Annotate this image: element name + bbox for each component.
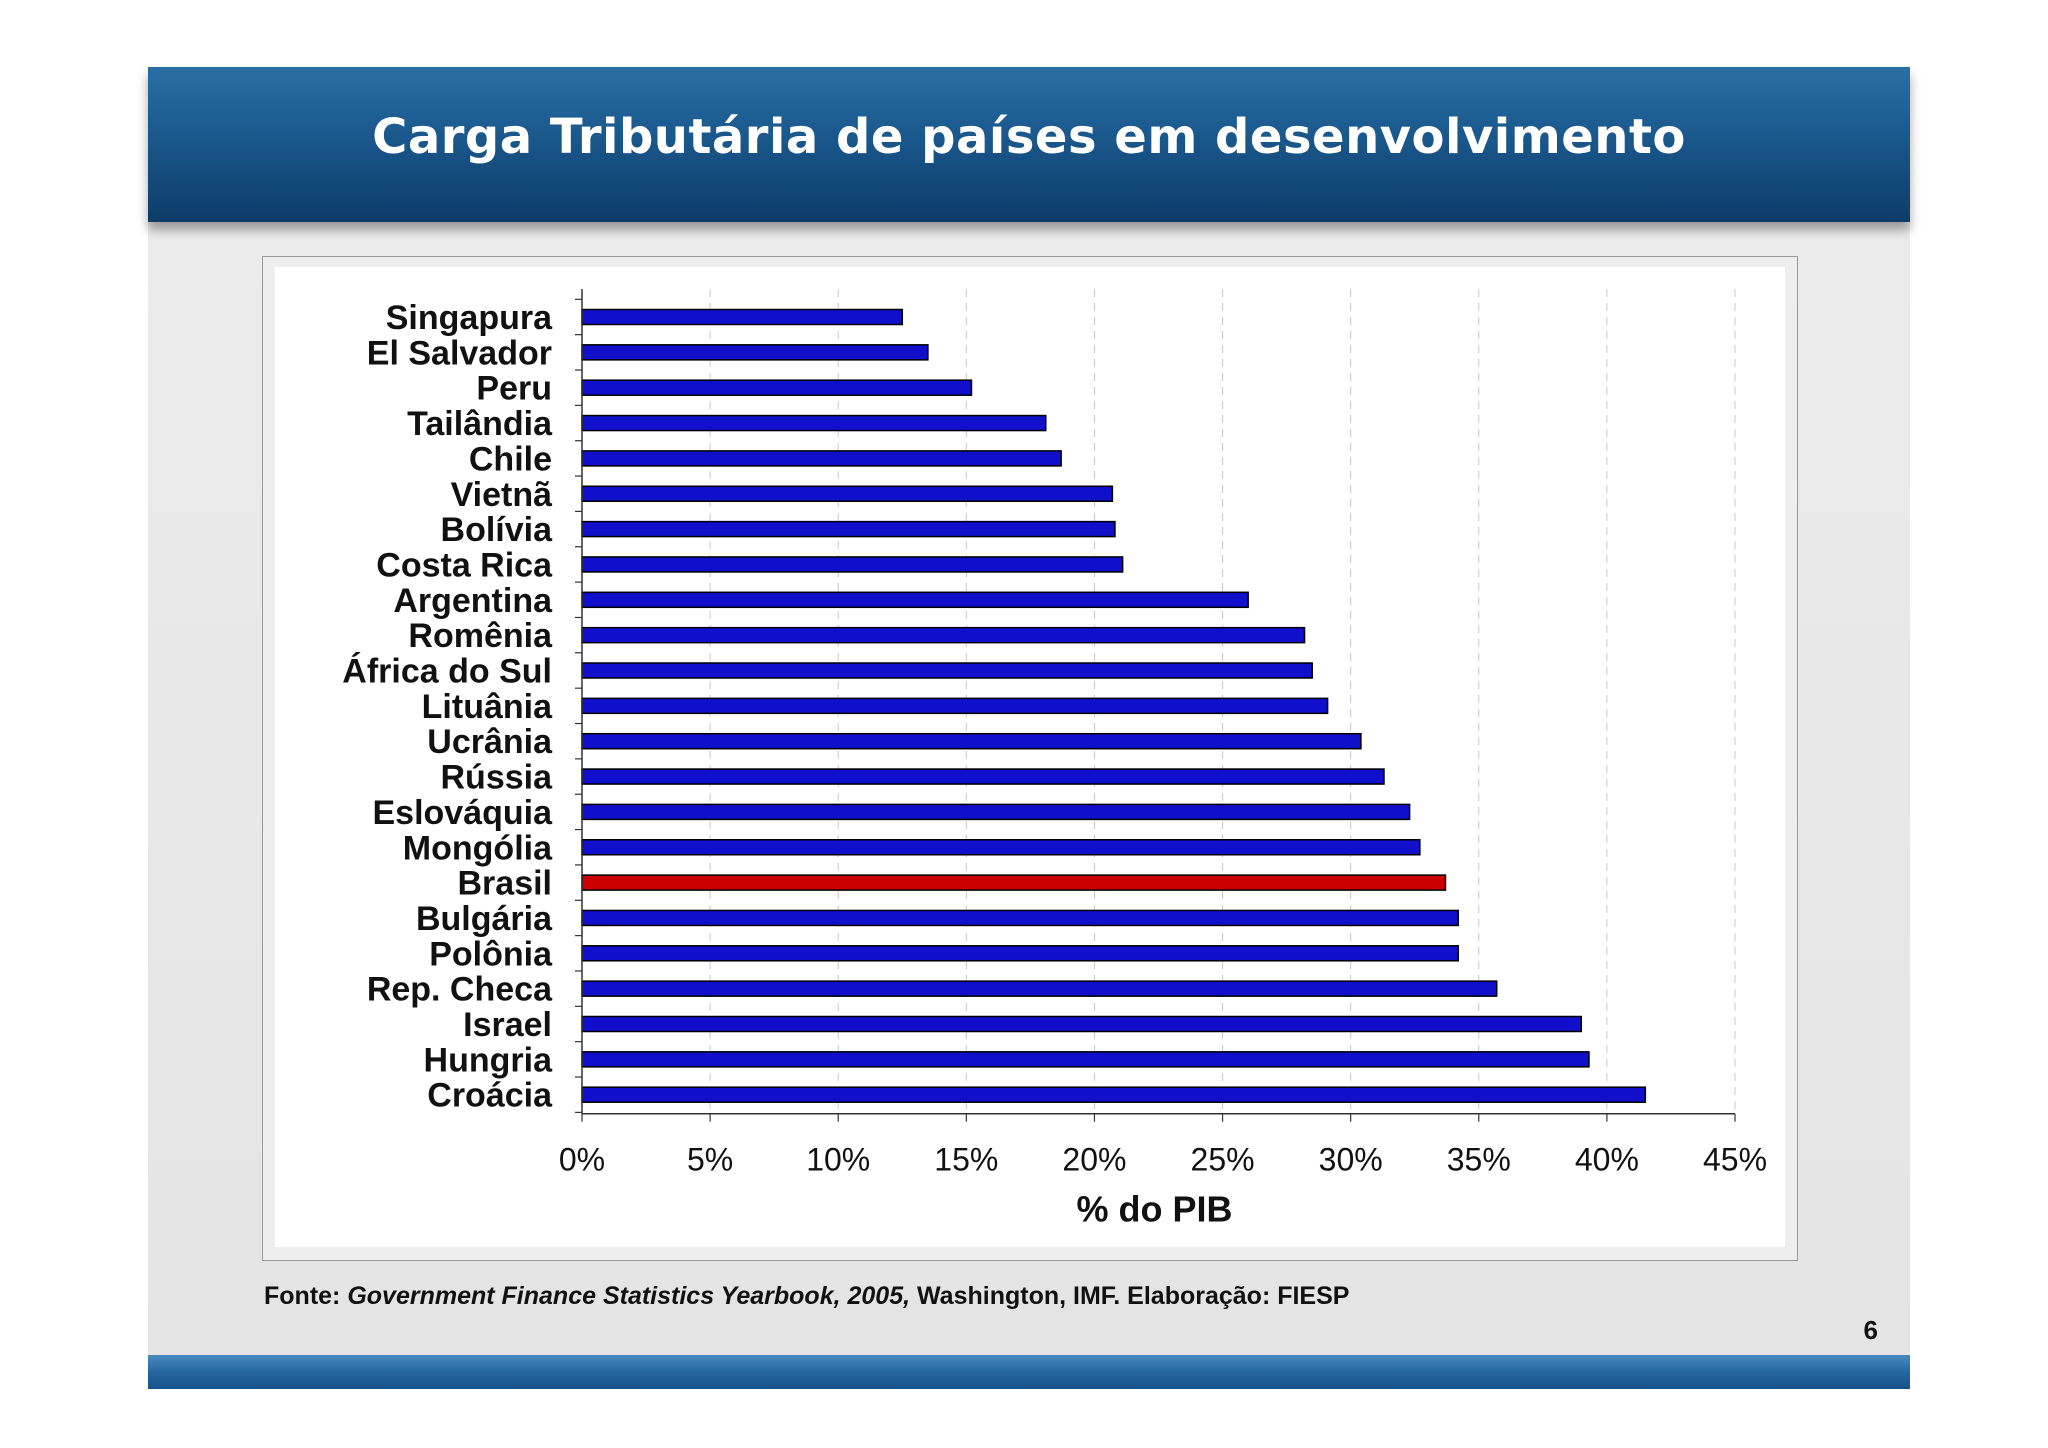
footer-bar	[148, 1355, 1910, 1389]
category-label: Chile	[469, 440, 552, 478]
source-prefix: Fonte:	[264, 1282, 348, 1310]
bar	[581, 1051, 1590, 1068]
bar	[581, 591, 1249, 609]
chart-area: Singapura El Salvador Peru Tailândia Chile Vi…	[275, 267, 1785, 1247]
category-label: Bolívia	[441, 511, 554, 549]
bar	[581, 1086, 1647, 1103]
slide-title: Carga Tributária de países em desenvolvi…	[372, 109, 1686, 165]
bar	[581, 945, 1460, 962]
bar	[581, 768, 1385, 785]
bar	[581, 556, 1124, 573]
chart-frame: Singapura El Salvador Peru Tailândia Chile Vi…	[262, 256, 1798, 1261]
category-label: Croácia	[427, 1077, 553, 1115]
page-number: 6	[1863, 1315, 1878, 1345]
bar	[581, 344, 929, 361]
x-tick-label: 5%	[687, 1142, 733, 1178]
category-label: Peru	[476, 370, 552, 408]
x-tick-label: 15%	[934, 1142, 998, 1178]
category-label: Vietnã	[451, 476, 553, 514]
x-tick-label: 0%	[559, 1142, 605, 1178]
bar	[581, 732, 1362, 750]
x-tick-label: 35%	[1447, 1142, 1511, 1178]
x-axis-label: % do PIB	[1076, 1189, 1232, 1230]
bar	[581, 980, 1498, 997]
bar	[581, 414, 1047, 432]
source-note: Fonte: Government Finance Statistics Yea…	[264, 1282, 1349, 1311]
category-label: Singapura	[386, 299, 553, 337]
bar	[581, 909, 1460, 927]
bar	[581, 450, 1062, 467]
bar	[581, 520, 1116, 538]
category-label: El Salvador	[367, 334, 552, 372]
source-publication: Government Finance Statistics Yearbook, …	[347, 1282, 911, 1310]
bar	[581, 379, 973, 396]
category-label: Israel	[463, 1006, 552, 1044]
bar	[581, 485, 1114, 502]
bar	[581, 662, 1313, 679]
x-tick-label: 25%	[1191, 1142, 1255, 1178]
category-label: África do Sul	[342, 653, 552, 691]
bar	[581, 308, 904, 326]
x-tick-label: 40%	[1575, 1142, 1639, 1178]
category-label: Eslováquia	[372, 794, 553, 832]
category-label: Rússia	[441, 759, 554, 797]
category-label: Polônia	[429, 935, 553, 973]
category-label: Tailândia	[407, 405, 553, 443]
bar-highlight	[581, 874, 1447, 891]
category-label: Brasil	[458, 865, 553, 903]
x-tick-label: 45%	[1703, 1142, 1767, 1178]
category-label: Hungria	[424, 1041, 554, 1079]
slide: Carga Tributária de países em desenvolvi…	[148, 67, 1910, 1389]
category-label: Bulgária	[416, 900, 553, 938]
slide-header: Carga Tributária de países em desenvolvi…	[148, 67, 1910, 222]
x-tick-label: 10%	[806, 1142, 870, 1178]
category-label: Argentina	[393, 582, 553, 620]
category-label: Lituânia	[422, 688, 553, 726]
category-label: Mongólia	[403, 829, 553, 867]
bar	[581, 1015, 1583, 1033]
x-tick-label: 20%	[1062, 1142, 1126, 1178]
bar	[581, 626, 1306, 644]
category-label: Romênia	[408, 617, 553, 655]
x-tick-label: 30%	[1319, 1142, 1383, 1178]
bar	[581, 839, 1421, 856]
bar	[581, 697, 1329, 715]
bar	[581, 803, 1411, 821]
category-label: Ucrânia	[427, 723, 553, 761]
source-suffix: Washington, IMF. Elaboração: FIESP	[910, 1282, 1350, 1310]
category-label: Rep. Checa	[367, 971, 553, 1009]
category-label: Costa Rica	[376, 546, 553, 584]
